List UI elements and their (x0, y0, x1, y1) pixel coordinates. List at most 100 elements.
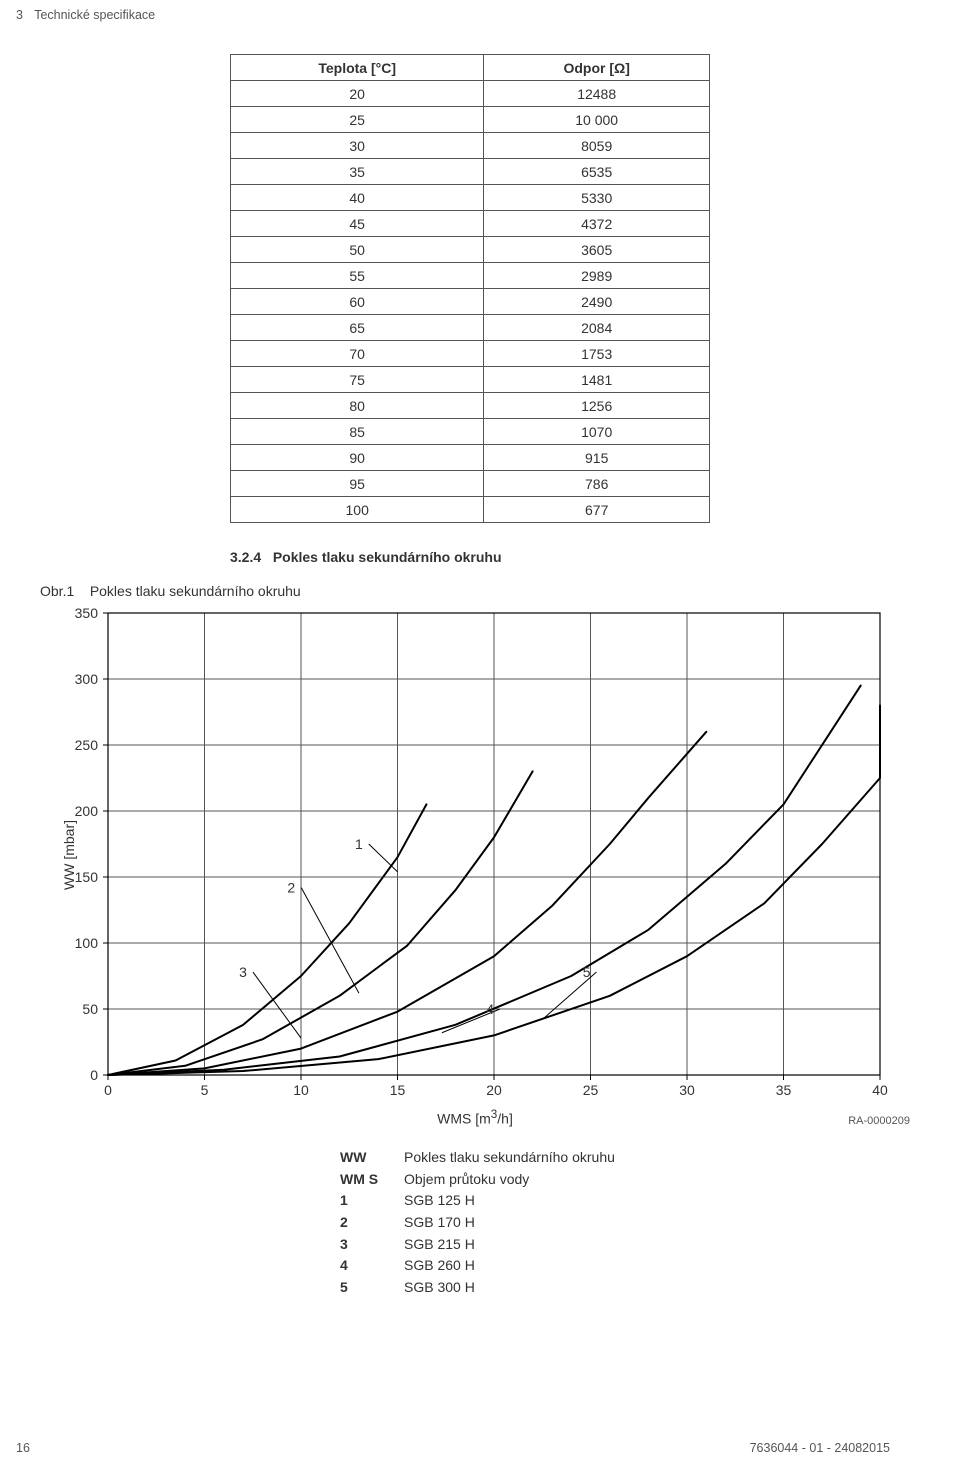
table-row: 652084 (231, 315, 710, 341)
table-row: 90915 (231, 445, 710, 471)
chart-container: WW [mbar] 051015202530354005010015020025… (60, 605, 890, 1105)
legend-row: 4SGB 260 H (340, 1255, 890, 1277)
subsection-heading: 3.2.4 Pokles tlaku sekundárního okruhu (230, 549, 890, 565)
document-id: 7636044 - 01 - 24082015 (750, 1441, 890, 1455)
table-cell: 30 (231, 133, 484, 159)
table-cell: 786 (484, 471, 710, 497)
table-header: Teplota [°C] (231, 55, 484, 81)
data-table: Teplota [°C]Odpor [Ω] 20124882510 000308… (230, 54, 710, 523)
svg-text:100: 100 (75, 935, 99, 951)
table-cell: 1256 (484, 393, 710, 419)
chart-reference-code: RA-0000209 (848, 1115, 910, 1127)
page-footer: 16 7636044 - 01 - 24082015 (0, 1441, 960, 1455)
legend-row: 2 SGB 170 H (340, 1212, 890, 1234)
svg-text:4: 4 (486, 1001, 494, 1017)
section-number: 3 (16, 8, 23, 22)
page-number: 16 (16, 1441, 30, 1455)
chart-legend: WW Pokles tlaku sekundárního okruhu WM S Ob… (340, 1147, 890, 1299)
legend-key: WW (340, 1147, 380, 1169)
table-cell: 1481 (484, 367, 710, 393)
table-cell: 75 (231, 367, 484, 393)
table-cell: 100 (231, 497, 484, 523)
svg-text:2: 2 (287, 880, 295, 896)
legend-value: SGB 215 H (404, 1234, 475, 1256)
table-cell: 70 (231, 341, 484, 367)
table-header: Odpor [Ω] (484, 55, 710, 81)
legend-key: 2 (340, 1212, 380, 1234)
legend-value: SGB 300 H (404, 1277, 475, 1299)
legend-row: WW Pokles tlaku sekundárního okruhu (340, 1147, 890, 1169)
table-cell: 2084 (484, 315, 710, 341)
svg-text:200: 200 (75, 803, 99, 819)
table-cell: 8059 (484, 133, 710, 159)
table-row: 602490 (231, 289, 710, 315)
table-cell: 4372 (484, 211, 710, 237)
section-title: Technické specifikace (34, 8, 155, 22)
legend-row: WM S Objem průtoku vody (340, 1169, 890, 1191)
svg-text:300: 300 (75, 671, 99, 687)
svg-text:3: 3 (239, 964, 247, 980)
table-row: 405330 (231, 185, 710, 211)
table-cell: 90 (231, 445, 484, 471)
page-header: 3 Technické specifikace (0, 8, 960, 22)
legend-key: 1 (340, 1190, 380, 1212)
svg-text:0: 0 (90, 1067, 98, 1083)
table-row: 751481 (231, 367, 710, 393)
figure-caption: Obr.1 Pokles tlaku sekundárního okruhu (40, 583, 890, 599)
table-cell: 55 (231, 263, 484, 289)
legend-row: 5 SGB 300 H (340, 1277, 890, 1299)
table-cell: 25 (231, 107, 484, 133)
table-cell: 50 (231, 237, 484, 263)
subsection-title: Pokles tlaku sekundárního okruhu (273, 549, 502, 565)
pressure-drop-chart: 0510152025303540050100150200250300350123… (60, 605, 890, 1105)
table-cell: 20 (231, 81, 484, 107)
svg-text:15: 15 (390, 1082, 406, 1098)
svg-text:5: 5 (201, 1082, 209, 1098)
svg-text:50: 50 (82, 1001, 98, 1017)
table-row: 356535 (231, 159, 710, 185)
table-cell: 45 (231, 211, 484, 237)
table-row: 552989 (231, 263, 710, 289)
table-cell: 60 (231, 289, 484, 315)
table-cell: 677 (484, 497, 710, 523)
legend-key: WM S (340, 1169, 380, 1191)
table-cell: 35 (231, 159, 484, 185)
table-cell: 5330 (484, 185, 710, 211)
chart-y-axis-label: WW [mbar] (61, 820, 77, 890)
table-row: 100677 (231, 497, 710, 523)
table-row: 2012488 (231, 81, 710, 107)
legend-value: Objem průtoku vody (404, 1169, 529, 1191)
svg-text:350: 350 (75, 605, 99, 621)
legend-value: SGB 260 H (404, 1255, 475, 1277)
svg-text:10: 10 (293, 1082, 309, 1098)
legend-row: 3 SGB 215 H (340, 1234, 890, 1256)
legend-row: 1 SGB 125 H (340, 1190, 890, 1212)
svg-text:0: 0 (104, 1082, 112, 1098)
table-row: 851070 (231, 419, 710, 445)
legend-value: Pokles tlaku sekundárního okruhu (404, 1147, 615, 1169)
legend-value: SGB 170 H (404, 1212, 475, 1234)
legend-key: 5 (340, 1277, 380, 1299)
svg-text:5: 5 (583, 964, 591, 980)
svg-text:40: 40 (872, 1082, 888, 1098)
svg-text:250: 250 (75, 737, 99, 753)
figure-caption-text: Pokles tlaku sekundárního okruhu (90, 583, 301, 599)
table-cell: 12488 (484, 81, 710, 107)
legend-key: 3 (340, 1234, 380, 1256)
table-cell: 95 (231, 471, 484, 497)
table-row: 95786 (231, 471, 710, 497)
svg-text:20: 20 (486, 1082, 502, 1098)
table-cell: 6535 (484, 159, 710, 185)
table-cell: 915 (484, 445, 710, 471)
table-row: 503605 (231, 237, 710, 263)
subsection-number: 3.2.4 (230, 549, 261, 565)
svg-text:25: 25 (583, 1082, 599, 1098)
legend-value: SGB 125 H (404, 1190, 475, 1212)
table-cell: 65 (231, 315, 484, 341)
svg-text:35: 35 (776, 1082, 792, 1098)
table-row: 701753 (231, 341, 710, 367)
table-row: 454372 (231, 211, 710, 237)
table-row: 308059 (231, 133, 710, 159)
table-row: 801256 (231, 393, 710, 419)
table-cell: 2989 (484, 263, 710, 289)
